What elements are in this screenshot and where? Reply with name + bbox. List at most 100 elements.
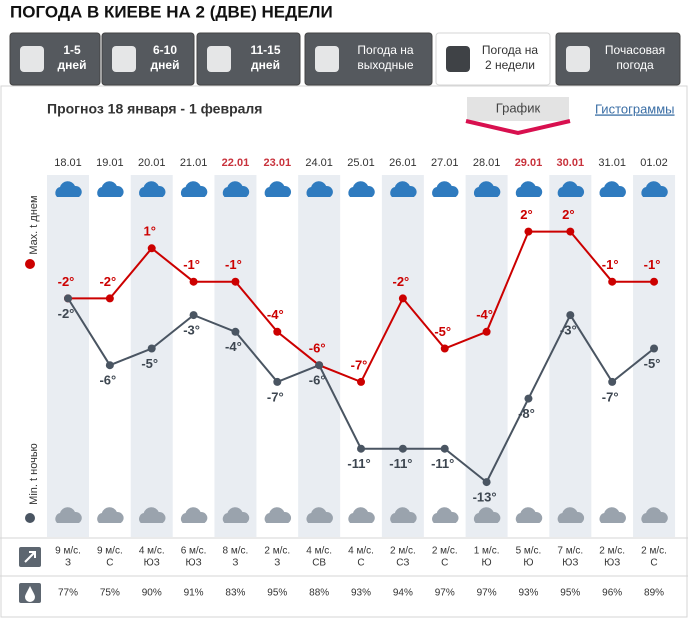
humidity-drop: [25, 586, 35, 602]
temperature-label: -1°: [602, 257, 619, 272]
temperature-point: [189, 311, 198, 320]
day-weather-icon: [390, 181, 417, 197]
column-band: [465, 175, 508, 537]
night-weather-icon: [390, 507, 417, 523]
humidity-value: 95%: [560, 588, 580, 599]
wind-speed: 2 м/с.: [599, 546, 625, 557]
wind-speed: 4 м/с.: [139, 546, 165, 557]
tab-icon: [20, 46, 44, 72]
temperature-point: [105, 361, 114, 370]
tab-label[interactable]: дней: [151, 58, 180, 72]
tab[interactable]: [304, 32, 433, 86]
graph-tab-label[interactable]: График: [496, 100, 541, 115]
temperature-label: -8°: [518, 406, 535, 421]
day-weather-icon: [222, 181, 250, 197]
wind-direction: Ю: [482, 558, 492, 569]
date-label: 31.01: [598, 157, 626, 169]
night-weather-icon: [599, 507, 626, 523]
tab-label[interactable]: Погода на: [357, 43, 413, 57]
column-band: [47, 175, 89, 537]
night-weather-icon: [432, 507, 459, 523]
humidity-value: 88%: [309, 588, 329, 599]
max-temp-legend-dot: [25, 259, 35, 269]
day-weather-icon: [55, 181, 82, 197]
humidity-value: 91%: [184, 588, 204, 599]
temperature-point: [440, 444, 449, 453]
tab-label[interactable]: дней: [58, 58, 87, 72]
temperature-point: [64, 294, 72, 303]
day-weather-icon: [432, 181, 459, 197]
tab-label[interactable]: Погода на: [482, 43, 538, 57]
wind-speed: 4 м/с.: [306, 546, 332, 557]
night-weather-icon: [97, 507, 124, 523]
wind-speed: 6 м/с.: [181, 546, 207, 557]
temperature-label: -13°: [473, 490, 497, 505]
tab-label[interactable]: 2 недели: [485, 58, 535, 72]
temperature-point: [650, 277, 659, 286]
histogram-link[interactable]: Гистограммы: [595, 101, 675, 116]
temperature-point: [315, 361, 324, 370]
temperature-label: 2°: [520, 207, 532, 222]
temperature-point: [273, 377, 282, 386]
page-title: ПОГОДА В КИЕВЕ НА 2 (ДВЕ) НЕДЕЛИ: [10, 2, 333, 21]
date-label: 24.01: [305, 157, 333, 169]
temperature-point: [608, 377, 617, 386]
wind-direction: С: [650, 558, 657, 569]
tab-label[interactable]: дней: [251, 58, 280, 72]
wind-speed: 2 м/с.: [390, 546, 416, 557]
temperature-point: [440, 344, 449, 353]
column-band: [130, 175, 173, 537]
wind-direction: ЮЗ: [186, 558, 202, 569]
temperature-label: -2°: [392, 274, 409, 289]
temperature-point: [105, 294, 114, 303]
temperature-label: -3°: [183, 323, 200, 338]
temperature-label: -4°: [225, 339, 242, 354]
tab-label[interactable]: погода: [616, 58, 654, 72]
night-weather-icon: [515, 507, 543, 523]
wind-direction: С: [441, 558, 448, 569]
humidity-value: 90%: [142, 588, 162, 599]
max-temp-axis-label: Max. t днем: [28, 195, 40, 254]
wind-direction: З: [274, 558, 280, 569]
column-band: [298, 175, 341, 537]
day-weather-icon: [264, 181, 292, 197]
wind-direction: ЮЗ: [144, 558, 160, 569]
temperature-point: [189, 277, 198, 286]
date-label: 30.01: [557, 157, 585, 169]
wind-direction: СЗ: [396, 558, 409, 569]
tab-label[interactable]: Почасовая: [605, 43, 665, 57]
tab-icon: [207, 46, 231, 72]
tab-label[interactable]: 1-5: [63, 43, 81, 57]
temperature-label: -1°: [644, 257, 661, 272]
temperature-point: [482, 327, 491, 336]
tab-label[interactable]: выходные: [357, 58, 414, 72]
temperature-label: -7°: [351, 357, 368, 372]
date-label: 18.01: [54, 157, 82, 169]
day-weather-icon: [641, 181, 668, 197]
temperature-label: -7°: [267, 389, 284, 404]
humidity-value: 75%: [100, 588, 120, 599]
min-temp-legend-dot: [25, 513, 35, 523]
graph-tab[interactable]: [467, 97, 569, 121]
temperature-point: [231, 327, 240, 336]
humidity-value: 97%: [477, 588, 497, 599]
wind-speed: 9 м/с.: [97, 546, 123, 557]
temperature-label: -2°: [58, 274, 75, 289]
tab-label[interactable]: 11-15: [250, 43, 280, 57]
temperature-label: -2°: [58, 306, 75, 321]
temperature-label: -4°: [476, 307, 493, 322]
wind-speed: 9 м/с.: [55, 546, 81, 557]
wind-speed: 7 м/с.: [557, 546, 583, 557]
tab[interactable]: [555, 32, 681, 86]
humidity-value: 94%: [393, 588, 413, 599]
tab-label[interactable]: 6-10: [153, 43, 177, 57]
wind-direction: ЮЗ: [604, 558, 620, 569]
wind-arrow: [24, 551, 36, 563]
subtitle: Прогноз 18 января - 1 февраля: [47, 101, 262, 117]
date-label: 20.01: [138, 157, 166, 169]
tab-icon: [446, 46, 470, 72]
wind-speed: 4 м/с.: [348, 546, 374, 557]
date-label: 27.01: [431, 157, 459, 169]
temperature-label: -1°: [183, 257, 200, 272]
temperature-label: -11°: [347, 456, 370, 471]
